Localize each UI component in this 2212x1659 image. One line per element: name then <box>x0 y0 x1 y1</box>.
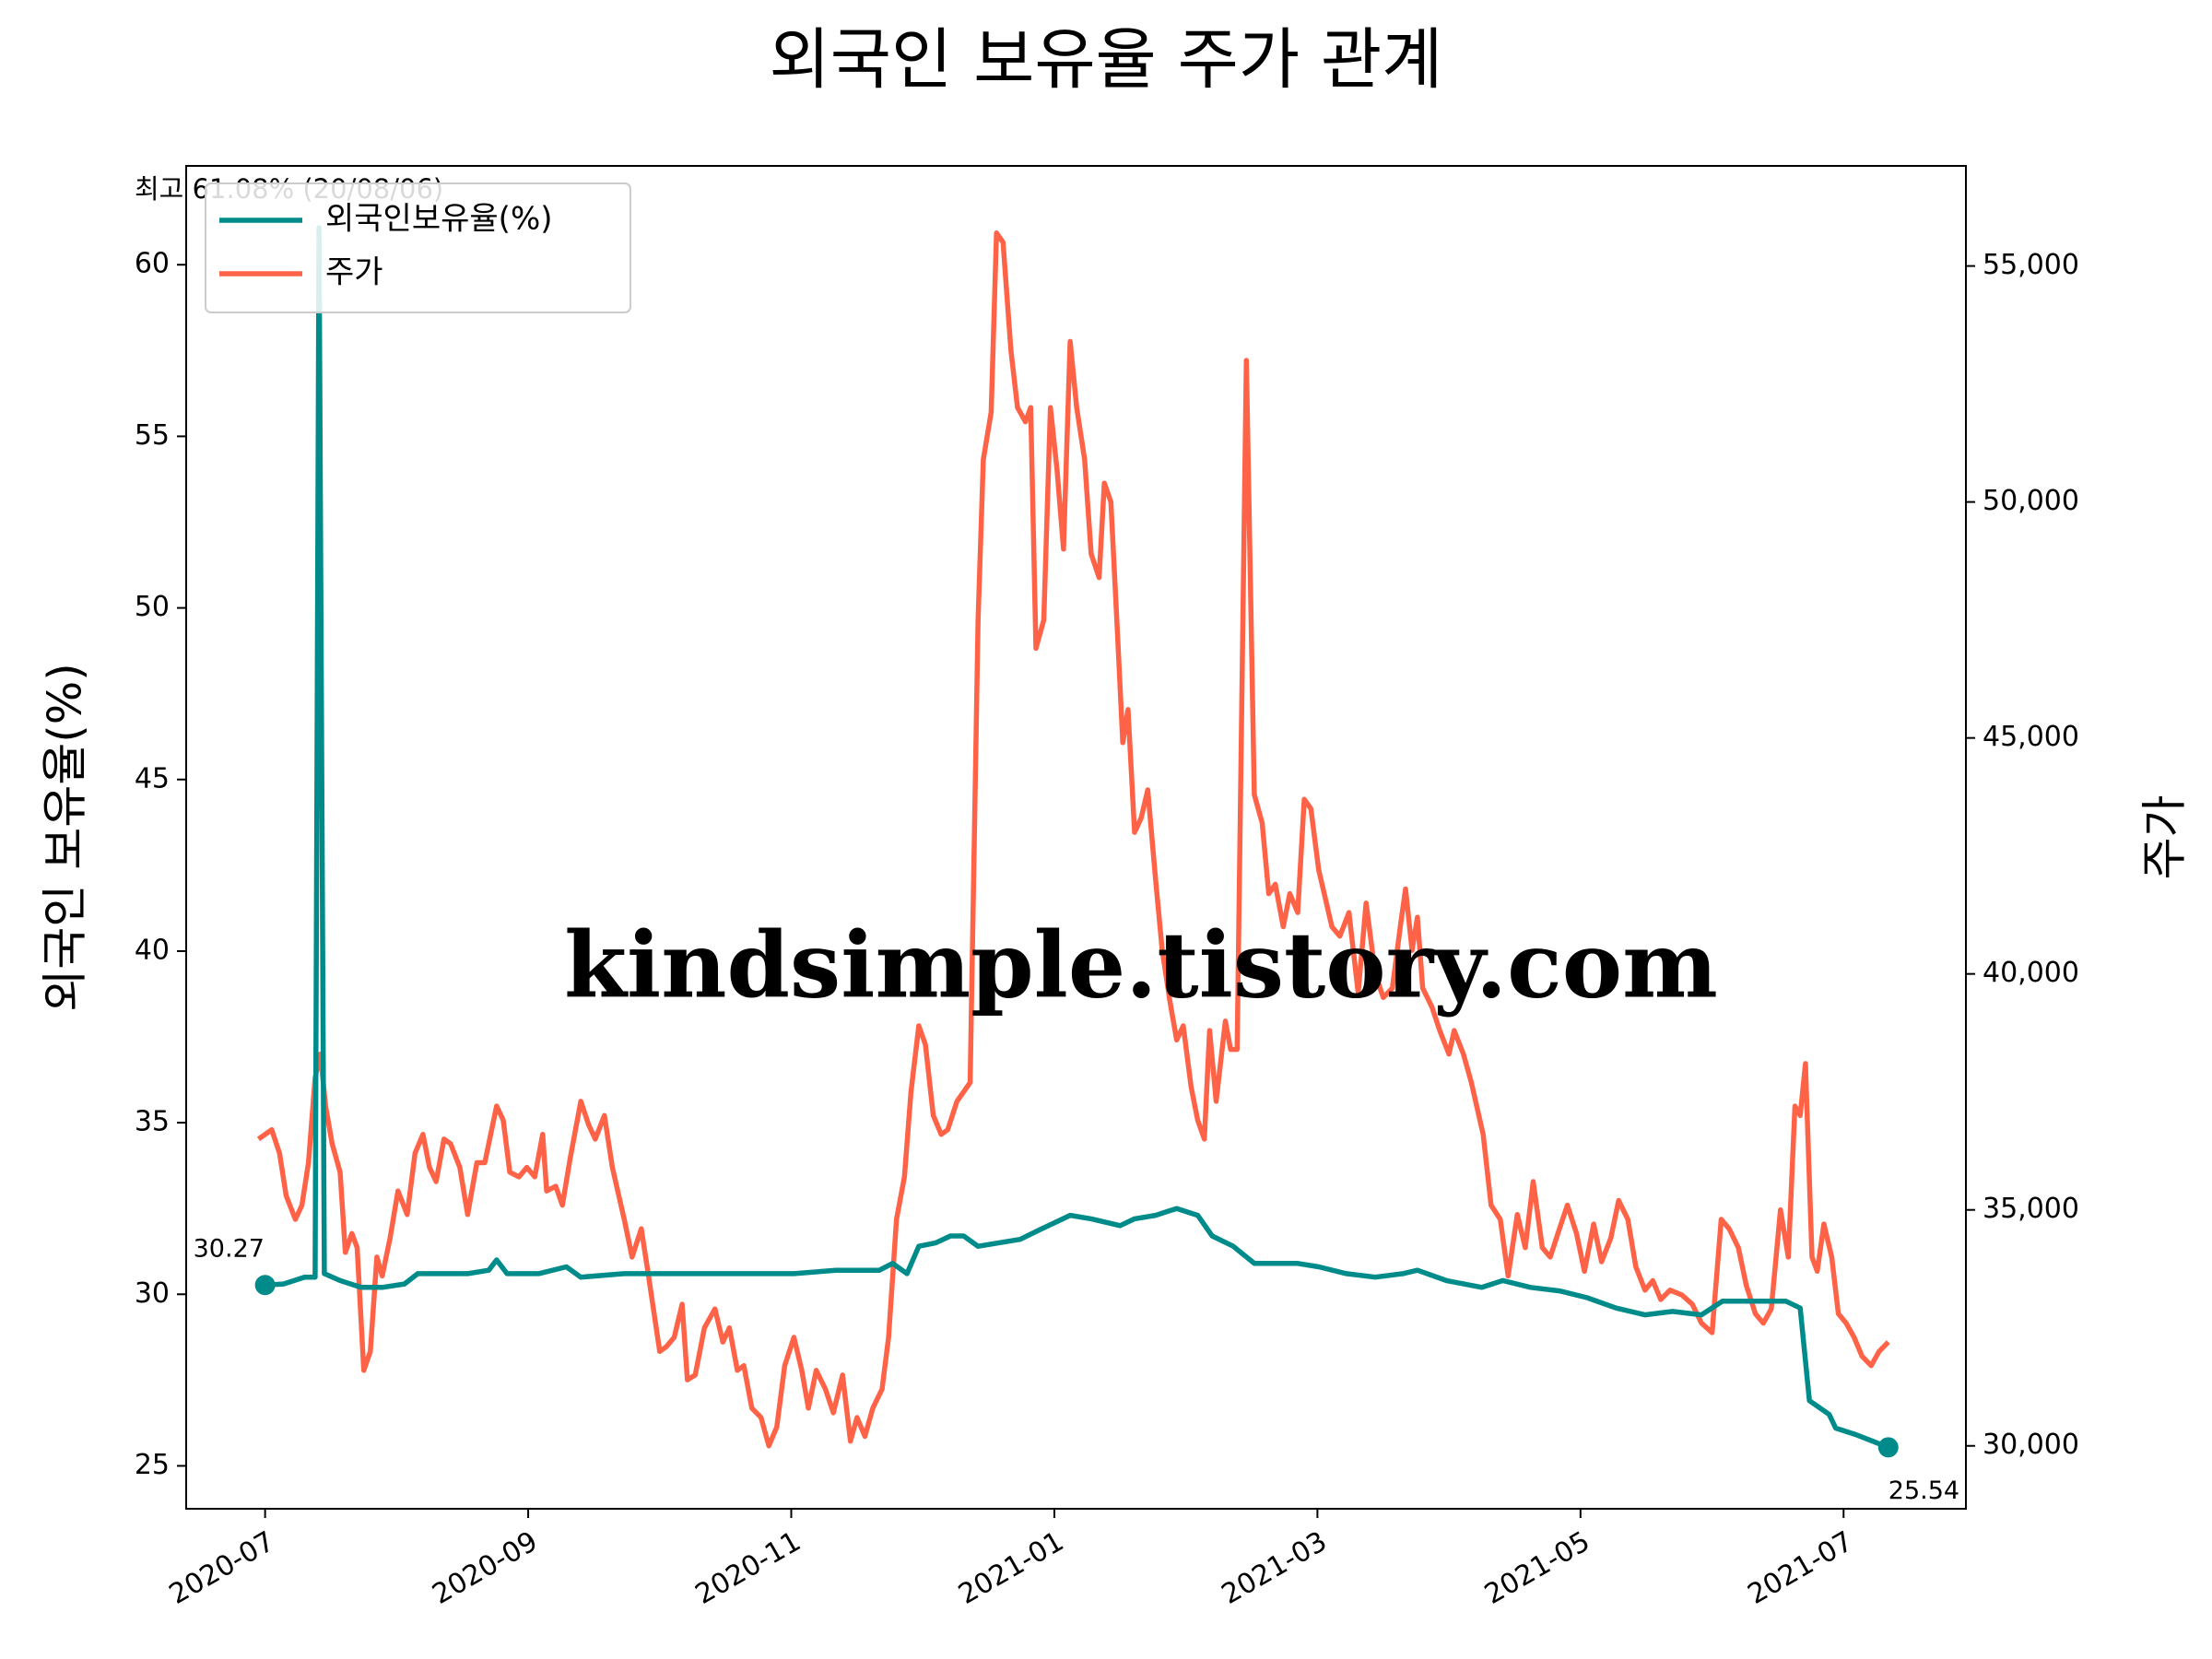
y-axis-label: 외국인 보유율(%) <box>39 663 92 1011</box>
plot-frame <box>185 165 1967 1510</box>
endpoint-marker <box>254 1275 276 1296</box>
y-tick-label: 45 <box>135 762 170 794</box>
y2-tick-label: 45,000 <box>1983 721 2079 753</box>
legend-label: 외국인보유율(%) <box>325 201 553 238</box>
series-line <box>265 225 1889 1450</box>
y2-tick-label: 35,000 <box>1983 1193 2079 1225</box>
watermark: kindsimple.tistory.com <box>564 912 1718 1018</box>
y2-tick-label: 40,000 <box>1983 957 2079 989</box>
y2-axis-label: 주가 <box>2138 795 2192 880</box>
y-tick-label: 40 <box>135 934 170 966</box>
y-tick-label: 30 <box>135 1277 170 1310</box>
y-tick-label: 25 <box>135 1449 170 1481</box>
y2-tick-label: 30,000 <box>1983 1429 2079 1461</box>
y-tick-label: 50 <box>135 591 170 623</box>
legend-label: 주가 <box>325 254 383 291</box>
endpoint-label: 25.54 <box>1888 1477 1959 1505</box>
chart-title: 외국인 보유율 주가 관계 <box>769 21 1442 99</box>
legend-box <box>205 182 631 313</box>
y-tick-label: 55 <box>135 419 170 452</box>
endpoint-marker <box>1877 1437 1899 1458</box>
series-line <box>256 230 1890 1449</box>
y2-tick-label: 50,000 <box>1983 485 2079 517</box>
y-tick-label: 35 <box>135 1106 170 1138</box>
endpoint-label: 30.27 <box>194 1235 265 1264</box>
y2-tick-label: 55,000 <box>1983 249 2079 281</box>
y-tick-label: 60 <box>135 248 170 280</box>
